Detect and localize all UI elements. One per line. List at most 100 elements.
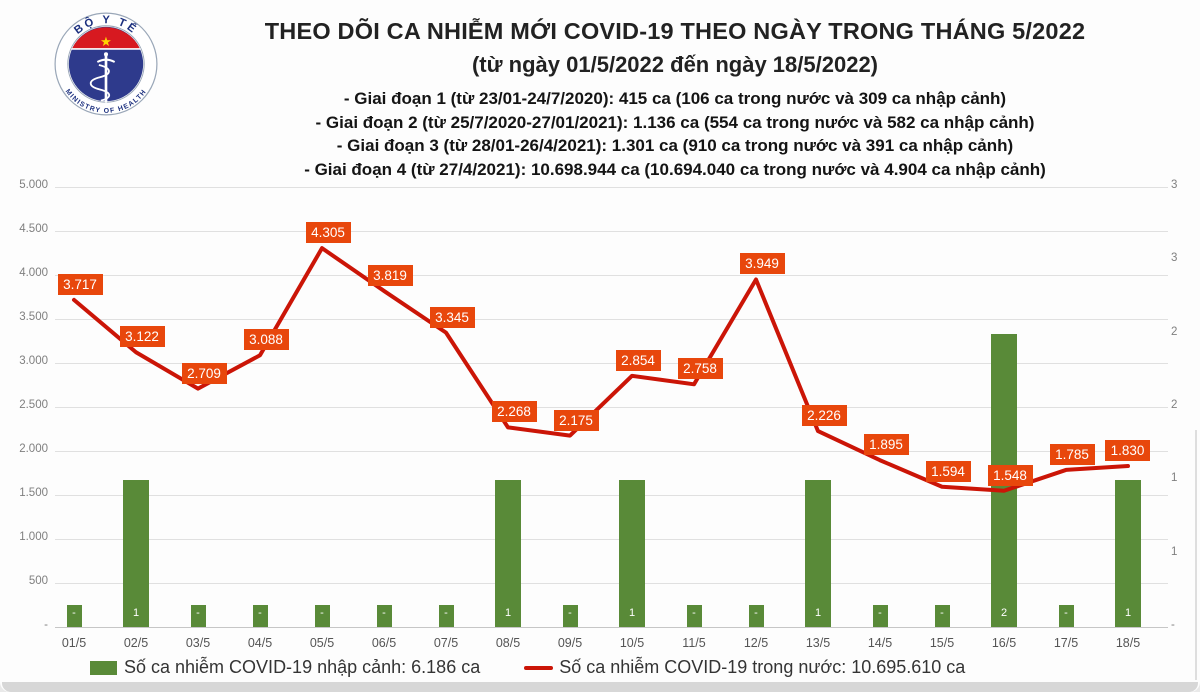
x-axis-label: 12/5 [743, 636, 769, 650]
point-label: 3.345 [429, 306, 475, 328]
bar-label: 1 [504, 607, 512, 619]
bar [252, 605, 268, 627]
bar [748, 605, 764, 627]
point-label: 2.175 [553, 409, 599, 431]
legend-line-label: Số ca nhiễm COVID-19 trong nước: 10.695.… [559, 657, 966, 677]
bar [495, 480, 521, 627]
point-label: 3.949 [739, 253, 785, 275]
right-axis-label: - [1171, 619, 1175, 631]
bar [686, 605, 702, 627]
gridline [55, 582, 1168, 584]
point-label: 2.709 [181, 362, 227, 384]
gridline [55, 186, 1168, 188]
point-label: 1.594 [925, 460, 971, 482]
point-label: 3.819 [367, 264, 413, 286]
x-axis-label: 15/5 [929, 636, 955, 650]
right-axis-label: 1 [1171, 472, 1178, 485]
point-label: 1.548 [987, 464, 1033, 486]
x-axis-label: 04/5 [247, 636, 273, 650]
y-axis-label: - [44, 619, 48, 631]
y-axis-label: 3.500 [19, 311, 48, 323]
point-label: 1.785 [1049, 443, 1095, 465]
y-axis-label: 2.500 [19, 399, 48, 411]
bar [619, 480, 645, 627]
y-axis-label: 4.500 [19, 223, 48, 235]
point-label: 3.717 [57, 273, 103, 295]
asclepius-staff-icon [89, 52, 116, 103]
phase-line-4: - Giai đoạn 4 (từ 27/4/2021): 10.698.944… [304, 159, 1046, 179]
bar [872, 605, 888, 627]
point-label: 2.268 [491, 401, 537, 423]
bar-label: 1 [628, 607, 636, 619]
right-axis-label: 2 [1171, 325, 1178, 338]
x-axis-label: 10/5 [619, 636, 645, 650]
y-axis-label: 3.000 [19, 355, 48, 367]
bar-label: - [444, 607, 448, 619]
bar [805, 480, 831, 627]
bar-label: - [320, 607, 324, 619]
y-axis-label: 2.000 [19, 443, 48, 455]
right-axis-label: 2 [1171, 399, 1178, 411]
y-axis-label: 4.000 [19, 267, 48, 279]
x-axis-label: 05/5 [309, 636, 335, 650]
bar-label: 1 [132, 607, 140, 619]
bar [66, 605, 82, 627]
x-axis-label: 01/5 [61, 636, 87, 650]
bar-label: - [72, 607, 76, 619]
bar [190, 605, 206, 627]
phase-summary: - Giai đoạn 1 (từ 23/01-24/7/2020): 415 … [170, 87, 1180, 181]
gridline [55, 538, 1168, 540]
bar [314, 605, 330, 627]
bar-label: - [382, 607, 386, 619]
x-axis-label: 18/5 [1115, 636, 1141, 650]
bar-label: - [258, 607, 262, 619]
phase-line-1: - Giai đoạn 1 (từ 23/01-24/7/2020): 415 … [343, 89, 1007, 108]
x-axis-label: 17/5 [1053, 636, 1079, 650]
page-subtitle: (từ ngày 01/5/2022 đến ngày 18/5/2022) [471, 52, 879, 77]
ministry-of-health-logo: ★ BỘ Y TẾ MINISTRY OF HEALTH [54, 12, 158, 116]
bar [438, 605, 454, 627]
bar-label: - [1064, 607, 1068, 619]
bar-label: - [754, 607, 758, 619]
bar [934, 605, 950, 627]
bar-label: - [692, 607, 696, 619]
bar-label: - [878, 607, 882, 619]
x-axis-label: 02/5 [123, 636, 149, 650]
x-axis-label: 16/5 [991, 636, 1017, 650]
y-axis-label: 500 [28, 575, 48, 587]
legend-line-swatch [524, 665, 554, 670]
bar-label: - [940, 607, 944, 619]
legend-item-domestic: Số ca nhiễm COVID-19 trong nước: 10.695.… [524, 657, 965, 678]
star-icon: ★ [100, 34, 112, 49]
x-axis-label: 09/5 [557, 636, 583, 650]
bar [123, 480, 149, 627]
point-label: 4.305 [305, 222, 351, 244]
point-label: 2.758 [677, 358, 723, 380]
gridline [55, 494, 1168, 496]
bar-label: - [568, 607, 572, 619]
bar [1058, 605, 1074, 627]
x-axis-label: 13/5 [805, 636, 831, 650]
phase-line-2: - Giai đoạn 2 (từ 25/7/2020-27/01/2021):… [315, 112, 1035, 132]
gridline [55, 318, 1168, 320]
bar-label: 2 [1000, 607, 1008, 619]
flag-band [71, 27, 141, 49]
x-axis-line [55, 627, 1168, 628]
bar [562, 605, 578, 627]
point-label: 2.854 [615, 349, 661, 371]
legend-bar-swatch [90, 660, 117, 675]
legend: Số ca nhiễm COVID-19 nhập cảnh: 6.186 ca… [90, 657, 965, 678]
phase-line-3: - Giai đoạn 3 (từ 28/01-26/4/2021): 1.30… [336, 136, 1014, 155]
x-axis-label: 03/5 [185, 636, 211, 650]
bar [376, 605, 392, 627]
right-axis-label: 3 [1171, 179, 1178, 191]
gridline [55, 274, 1168, 276]
point-label: 3.088 [243, 329, 289, 351]
bar [1115, 480, 1141, 627]
legend-bar-label: Số ca nhiễm COVID-19 nhập cảnh: 6.186 ca [124, 657, 481, 677]
point-label: 2.226 [801, 405, 847, 427]
x-axis-label: 08/5 [495, 636, 521, 650]
